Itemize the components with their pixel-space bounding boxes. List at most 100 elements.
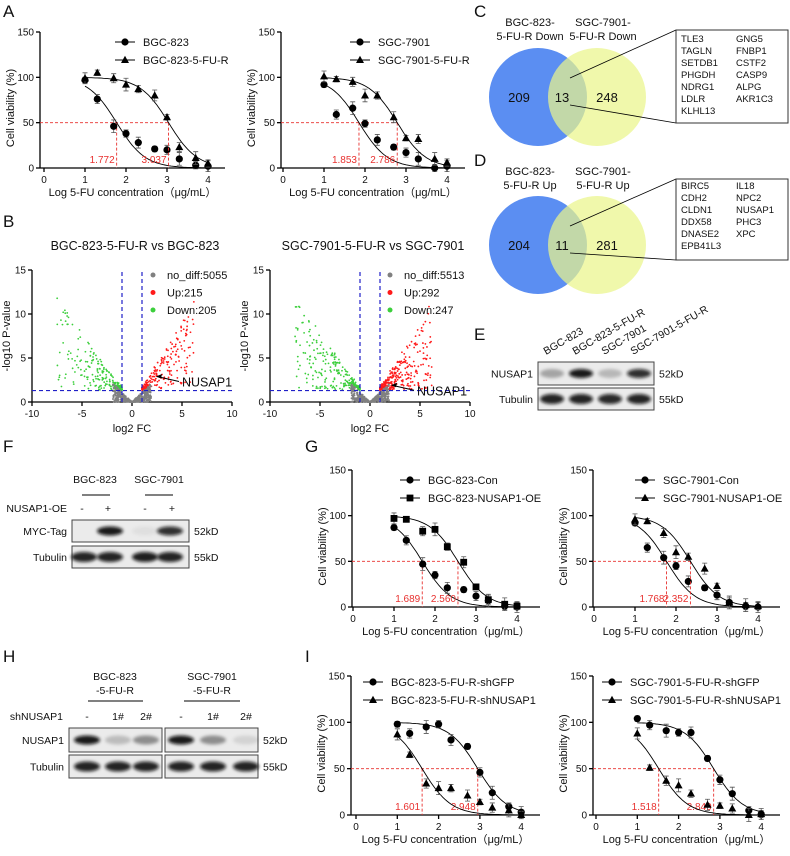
down-point [339, 387, 341, 390]
protein-band [598, 394, 622, 404]
no-diff-point [112, 400, 115, 403]
protein-band [627, 369, 651, 378]
no-diff-point [365, 398, 368, 401]
legend-label: BGC-823 [143, 37, 189, 49]
down-point [315, 341, 318, 344]
fit-curve [634, 517, 759, 607]
up-point [168, 373, 171, 375]
up-point [191, 318, 194, 321]
legend-label: SGC-7901-Con [663, 475, 739, 487]
up-point [187, 346, 190, 349]
down-point [80, 374, 83, 376]
down-point [309, 334, 312, 337]
up-point [167, 376, 170, 379]
data-point-triangle [631, 515, 639, 523]
x-tick-label: -10 [263, 409, 278, 420]
down-point [324, 381, 326, 383]
x-tick-label: 3 [473, 614, 479, 625]
down-point [64, 377, 66, 379]
no-diff-point [356, 398, 359, 401]
y-tick-label: 0 [28, 164, 34, 175]
up-point [403, 358, 406, 361]
legend-label: BGC-823-Con [428, 475, 498, 487]
y-tick-label: 150 [570, 466, 587, 477]
down-point [58, 374, 61, 377]
up-point [399, 361, 401, 364]
down-point [79, 368, 82, 371]
down-point [76, 355, 79, 358]
legend-label: Down:247 [404, 305, 454, 317]
up-point [429, 336, 432, 338]
x-tick-label: 2 [676, 822, 682, 833]
down-point [71, 323, 74, 326]
volcano-plot-left: BGC-823-5-FU-R vs BGC-823 -10 -5 0 5 10 0 5 10 15… [1, 239, 238, 435]
no-diff-point [376, 399, 379, 402]
no-diff-point [136, 396, 139, 399]
y-axis-label: -log10 P-value [239, 301, 251, 372]
venn-diagram-c: BGC-823- 5-FU-R Down SGC-7901- 5-FU-R Down 2… [489, 17, 789, 146]
legend-label: Down:205 [167, 305, 217, 317]
down-point [315, 387, 318, 390]
data-point-circle [393, 720, 401, 728]
down-point [106, 369, 108, 372]
blot-row-label: NUSAP1 [22, 735, 64, 747]
data-point-triangle [517, 810, 526, 818]
y-axis-label: Cell viability (%) [316, 714, 328, 792]
data-point-square [431, 525, 439, 533]
down-point [331, 352, 334, 355]
data-point-triangle [361, 91, 369, 99]
up-point [379, 387, 382, 390]
down-point [91, 373, 94, 376]
data-point-triangle [662, 776, 671, 784]
down-point [88, 342, 90, 345]
gene-name: CLDN1 [681, 205, 712, 216]
down-point [69, 352, 72, 355]
down-point [67, 350, 70, 353]
down-point [346, 381, 349, 384]
no-diff-point [144, 397, 147, 400]
up-point [189, 381, 192, 384]
data-point-triangle [446, 783, 455, 792]
down-point [332, 380, 335, 383]
data-point-square [513, 602, 521, 610]
up-point [150, 372, 153, 375]
no-diff-point [149, 385, 152, 388]
down-point [311, 385, 314, 387]
legend-label: BGC-823-NUSAP1-OE [428, 493, 541, 505]
lane-label: - [80, 503, 84, 515]
protein-band [105, 761, 131, 772]
ic50-label: 2.849 [687, 802, 712, 813]
protein-band [168, 761, 194, 772]
data-point-triangle [393, 730, 402, 738]
legend-marker-square [406, 494, 414, 502]
data-point-triangle [134, 84, 143, 93]
down-point [295, 341, 298, 343]
x-tick-label: 3 [717, 822, 723, 833]
data-point-triangle [434, 783, 443, 792]
down-point [74, 359, 76, 362]
legend-marker-triangle [641, 493, 649, 501]
fit-curve [393, 516, 518, 607]
down-point [311, 342, 314, 344]
legend-marker-circle [406, 476, 414, 484]
up-point [172, 350, 174, 353]
no-diff-point [112, 397, 115, 400]
no-diff-point [148, 396, 151, 399]
up-point [387, 381, 390, 384]
no-diff-point [387, 395, 390, 398]
legend-marker-circle [608, 678, 616, 686]
down-point [84, 350, 87, 353]
molecular-weight-label: 55kD [194, 552, 219, 564]
data-point-square [402, 515, 410, 523]
y-tick-label: 50 [576, 557, 588, 568]
down-point [294, 306, 297, 308]
molecular-weight-label: 55kD [263, 762, 288, 774]
up-point [398, 368, 400, 371]
data-point-triangle [430, 154, 439, 162]
down-point [71, 357, 74, 360]
down-point [108, 378, 111, 381]
gene-name: TAGLN [681, 46, 712, 57]
up-point [161, 361, 163, 364]
